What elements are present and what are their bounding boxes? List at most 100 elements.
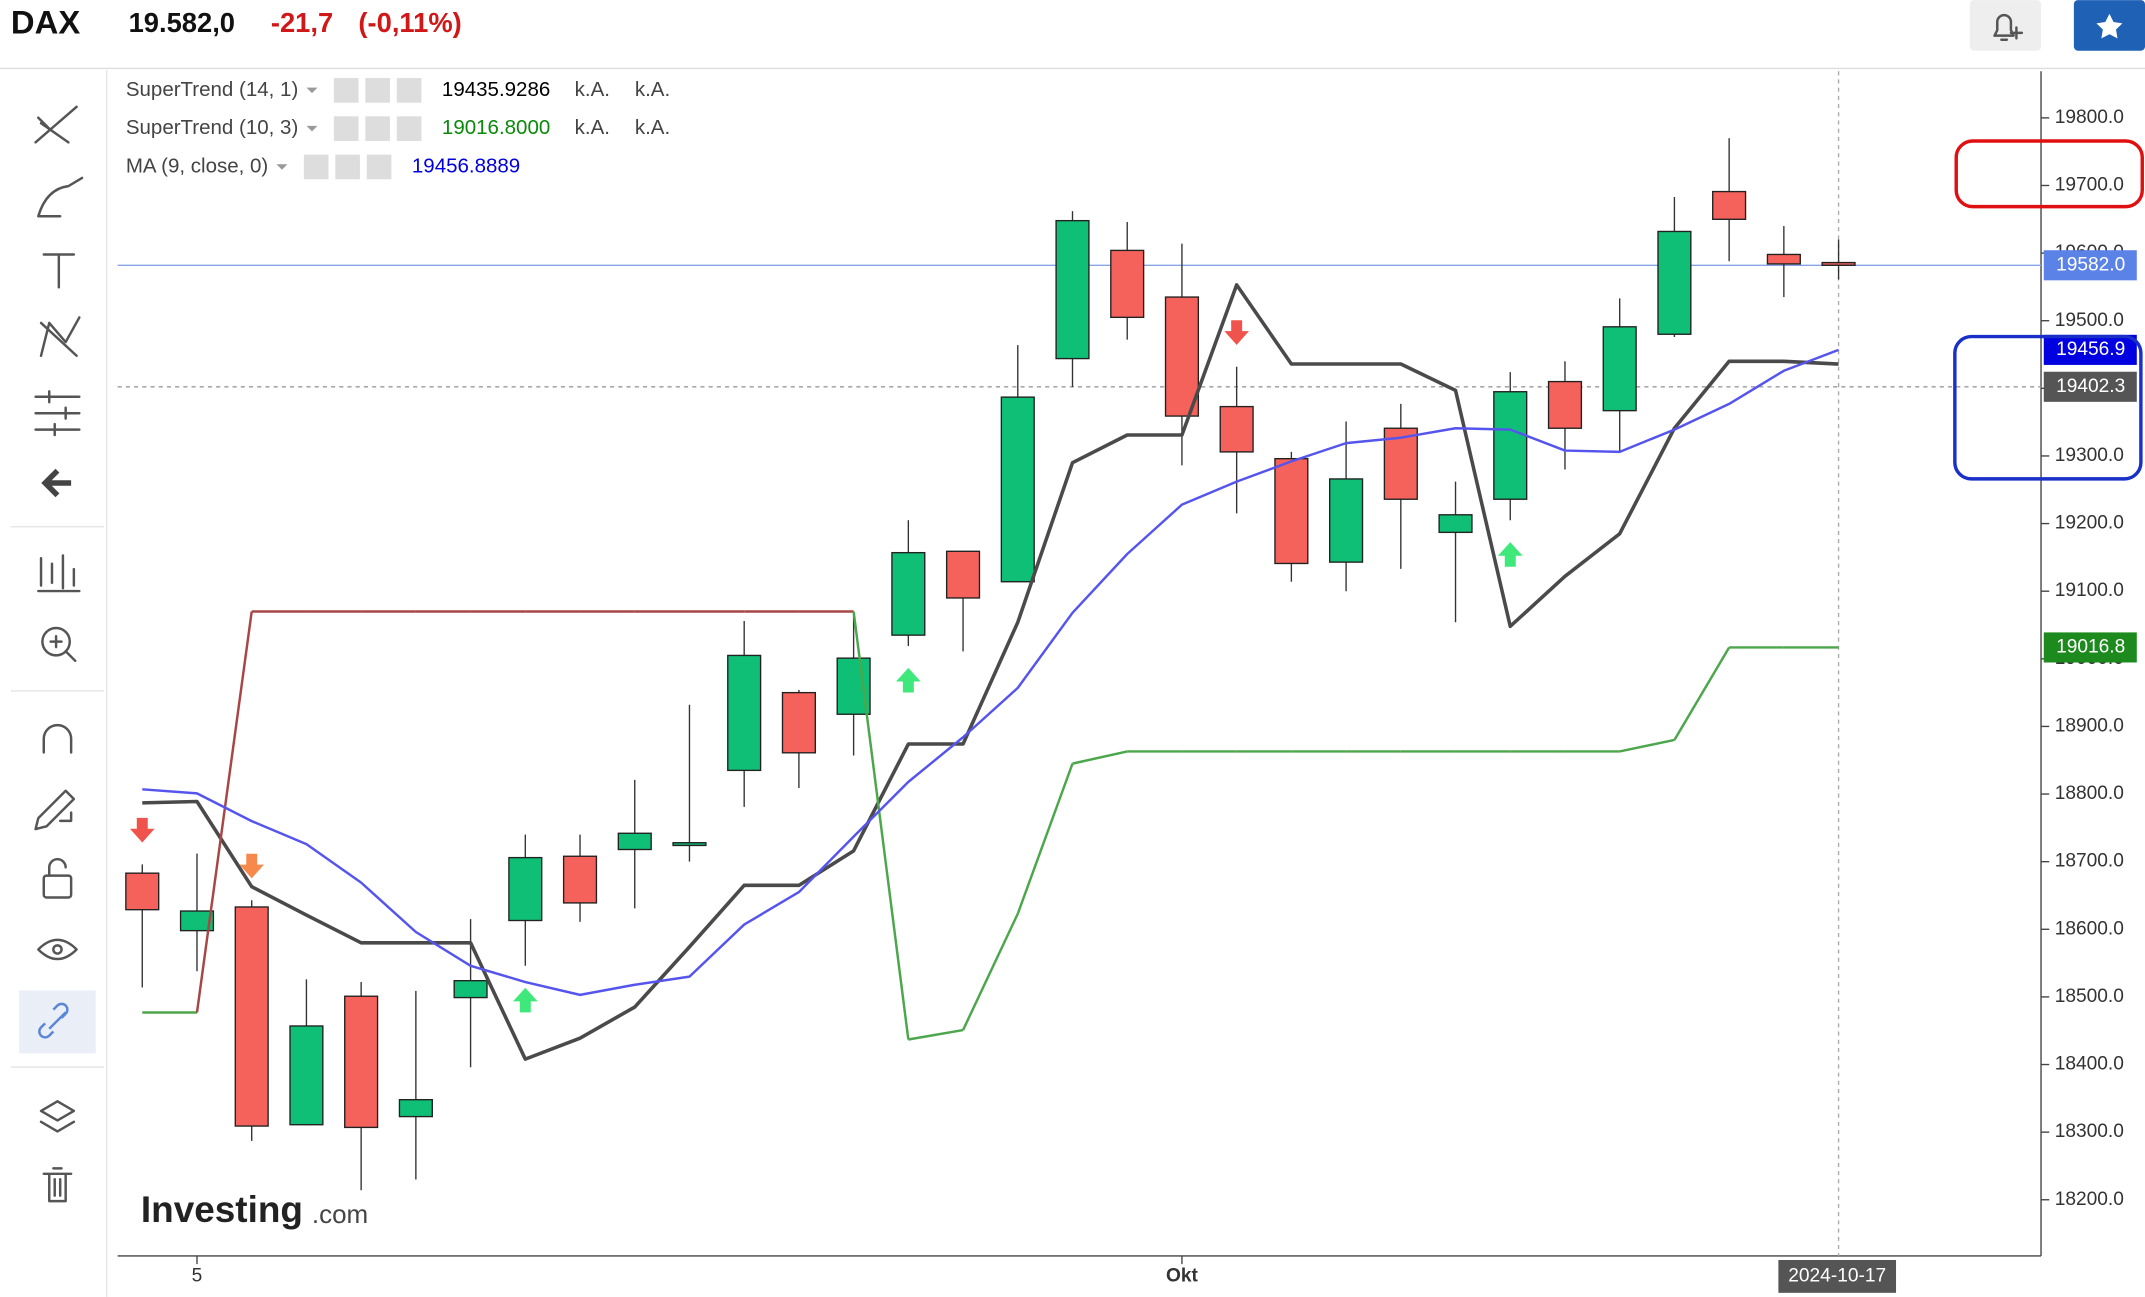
- candle-body: [1164, 296, 1200, 417]
- y-tick-label: 19300.0: [2055, 445, 2124, 466]
- legend-eye-button[interactable]: [333, 116, 359, 141]
- watermark-suffix: .com: [312, 1199, 368, 1229]
- candle-body: [1821, 261, 1856, 266]
- x-tick-label: 5: [192, 1265, 203, 1286]
- highlight-blue: [1953, 334, 2143, 481]
- y-tick-label: 18600.0: [2055, 918, 2124, 939]
- y-tick-label: 18500.0: [2055, 986, 2124, 1007]
- indicator-segment: [1016, 763, 1074, 915]
- legend-name: SuperTrend (10, 3): [126, 116, 298, 139]
- signal-arrow: [239, 853, 265, 879]
- tool-trash[interactable]: [42, 1167, 73, 1203]
- candle-body: [727, 654, 762, 772]
- tool-zoom[interactable]: [41, 626, 71, 657]
- tool-brush[interactable]: [37, 176, 84, 218]
- price-tag: [2043, 632, 2137, 663]
- tool-back[interactable]: [41, 468, 72, 498]
- legend-value: 19435.9286: [442, 78, 550, 101]
- indicator-line: [142, 348, 1840, 997]
- legend: SuperTrend (14, 1) 19435.9286 k.A. k.A. Supe…: [126, 78, 670, 180]
- x-tick-label: Okt: [1166, 1265, 1199, 1286]
- indicator-segment: [961, 913, 1019, 1031]
- signal-arrow: [129, 817, 155, 843]
- candle-body: [617, 832, 652, 851]
- indicator-segment: [195, 611, 253, 1013]
- highlight-red: [1954, 139, 2144, 209]
- change: -21,7: [271, 7, 333, 38]
- tool-text[interactable]: [42, 253, 76, 289]
- alert-button[interactable]: [1969, 0, 2042, 51]
- candle-body: [562, 855, 598, 904]
- tool-eye[interactable]: [37, 938, 78, 961]
- legend-name: SuperTrend (14, 1): [126, 78, 298, 101]
- candle-body: [1000, 396, 1035, 583]
- legend-close-button[interactable]: [396, 78, 422, 103]
- tool-draw-lock[interactable]: [34, 789, 76, 831]
- signal-arrow: [1224, 320, 1249, 345]
- y-tick-label: 19700.0: [2055, 175, 2124, 196]
- candle-body: [1438, 514, 1473, 534]
- candle-body: [453, 979, 488, 999]
- candle-body: [672, 842, 707, 847]
- price-tag: [2043, 371, 2137, 402]
- legend-status: k.A.: [575, 116, 610, 139]
- candle-body: [1383, 427, 1418, 500]
- watchlist-button[interactable]: [2073, 0, 2145, 51]
- tool-eye-pupil: [52, 944, 63, 955]
- watermark: Investing: [141, 1189, 303, 1230]
- alert-bg[interactable]: [1969, 0, 2042, 51]
- tool-indicators[interactable]: [37, 554, 81, 593]
- candle-body: [1657, 230, 1692, 335]
- tool-unlock[interactable]: [42, 874, 73, 899]
- legend-caret: [306, 125, 318, 132]
- legend-close-button[interactable]: [366, 154, 392, 180]
- legend-eye-button[interactable]: [333, 78, 359, 103]
- y-tick-label: 19500.0: [2055, 310, 2124, 331]
- candle-body: [1110, 249, 1145, 319]
- symbol: DAX: [11, 3, 80, 40]
- y-tick-label: 18200.0: [2055, 1189, 2124, 1210]
- legend-value: 19016.8000: [442, 116, 550, 139]
- candle-body: [1055, 219, 1090, 360]
- candle-body: [508, 856, 543, 922]
- candle-body: [234, 906, 269, 1127]
- crosshair-date: 2024-10-17: [1788, 1265, 1886, 1286]
- toolbar: [0, 69, 107, 1297]
- star-icon: [2096, 13, 2123, 39]
- y-tick-label: 18800.0: [2055, 783, 2124, 804]
- indicator-segment: [852, 611, 910, 1040]
- legend-caret: [306, 87, 318, 94]
- candle-body: [344, 995, 379, 1129]
- legend-eye-button[interactable]: [303, 154, 329, 180]
- y-tick-label: 19100.0: [2055, 580, 2124, 601]
- legend-caret: [276, 164, 288, 170]
- price-tag: [2043, 250, 2137, 281]
- legend-close-button[interactable]: [396, 116, 422, 141]
- tool-layers[interactable]: [39, 1100, 76, 1133]
- indicator-segment: [1072, 750, 1128, 765]
- signal-arrow: [512, 987, 538, 1013]
- tool-pattern[interactable]: [39, 316, 81, 357]
- legend-status: k.A.: [635, 78, 670, 101]
- signal-arrow: [896, 667, 921, 693]
- header-bar: [0, 0, 2145, 69]
- change-pct: (-0,11%): [358, 7, 461, 38]
- legend-gear-button[interactable]: [335, 154, 360, 180]
- tool-link[interactable]: [38, 1002, 69, 1039]
- price-tag-label: 19402.3: [2056, 376, 2125, 397]
- indicator-segment: [1673, 646, 1731, 741]
- tool-fib[interactable]: [34, 390, 81, 437]
- legend-gear-button[interactable]: [365, 78, 390, 103]
- legend-gear-button[interactable]: [365, 116, 390, 141]
- tool-magnet[interactable]: [42, 723, 73, 754]
- price-tag-label: 19016.8: [2056, 637, 2125, 658]
- candle-body: [289, 1025, 324, 1126]
- legend-status: k.A.: [635, 116, 670, 139]
- tool-lines[interactable]: [34, 105, 78, 144]
- candle-body: [179, 910, 215, 932]
- candle-body: [1328, 478, 1364, 563]
- crosshair-date-bg: [1778, 1259, 1897, 1293]
- y-tick-label: 19200.0: [2055, 513, 2124, 534]
- tools: [10, 105, 104, 1203]
- legend-name: MA (9, close, 0): [126, 154, 268, 177]
